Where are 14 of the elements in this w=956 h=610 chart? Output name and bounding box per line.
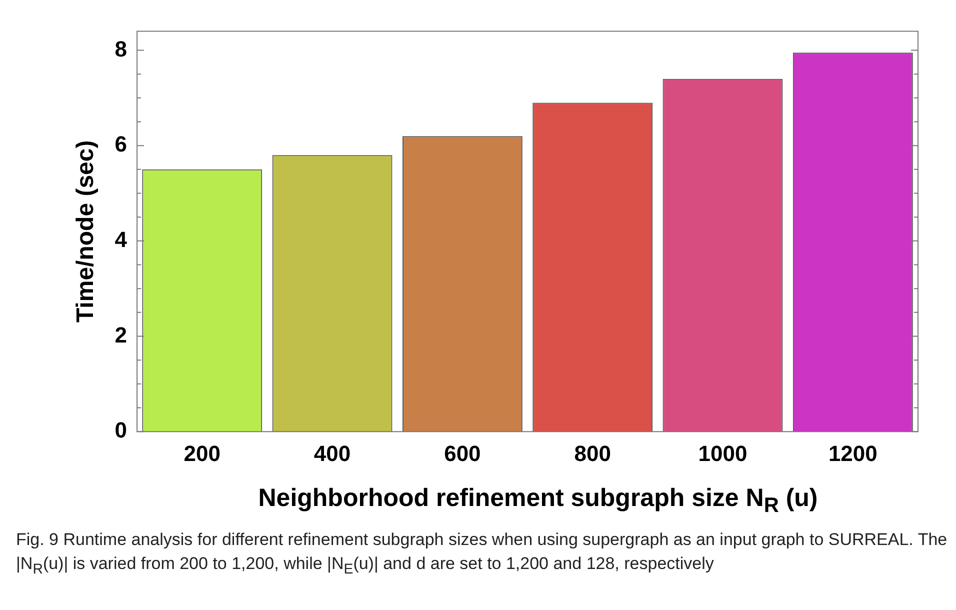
- y-tick-label: 8: [114, 36, 128, 62]
- x-tick-label: 600: [444, 440, 481, 466]
- y-tick-label: 0: [114, 418, 128, 443]
- x-tick-label: 200: [184, 440, 220, 466]
- x-tick-label: 1000: [698, 440, 748, 466]
- y-tick-label: 2: [114, 322, 128, 348]
- x-tick-label: 1200: [828, 440, 878, 466]
- y-axis-title: Time/node (sec): [72, 140, 100, 323]
- caption: Fig. 9 Runtime analysis for different refinement subgraph sizes when using supergraph as an input graph to SURREAL. The |N$_{R}$(u)| is varied from 200 to 1,200, while |N$_{E}$(u)| and d are set to 1,200 and 128, respectively: [15, 529, 948, 580]
- y-tick-label: 6: [114, 132, 128, 157]
- y-tick-label: 4: [114, 226, 128, 252]
- x-tick-label: 400: [314, 440, 351, 466]
- x-axis-title: Neighborhood refinement subgraph size N$_{R}$ (u): [257, 484, 819, 518]
- x-tick-label: 800: [574, 440, 611, 466]
